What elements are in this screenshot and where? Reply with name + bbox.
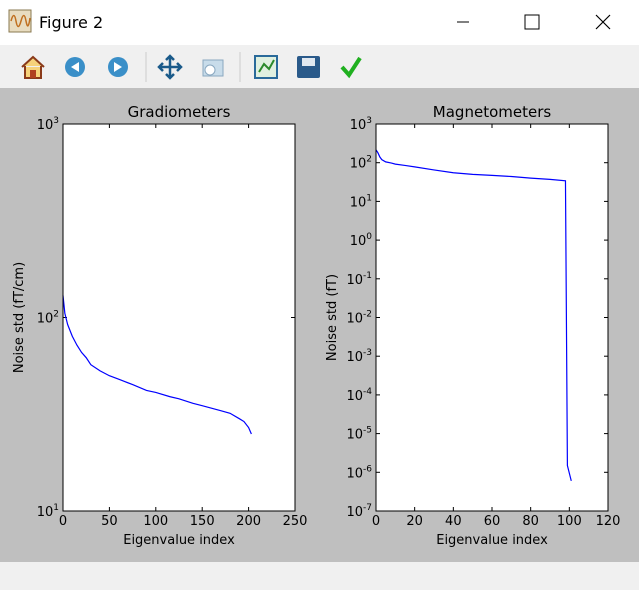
- x-tick-label: 60: [484, 514, 501, 529]
- save-label: [302, 58, 315, 66]
- y-tick-base: 10: [346, 389, 363, 404]
- x-tick-label: 200: [236, 514, 261, 529]
- x-tick-label: 0: [372, 514, 380, 529]
- home-button[interactable]: [21, 55, 45, 79]
- y-tick-exponent: 3: [366, 116, 372, 126]
- x-tick-label: 80: [522, 514, 539, 529]
- y-tick-base: 10: [346, 466, 363, 481]
- x-tick-label: 0: [59, 514, 67, 529]
- y-tick-label: 10-6: [346, 464, 372, 481]
- y-tick-base: 10: [346, 350, 363, 365]
- y-tick-label: 10-7: [346, 503, 372, 520]
- y-tick-exponent: 2: [53, 310, 59, 320]
- y-tick-label: 103: [37, 116, 59, 133]
- subplot: 0 20 40 60 80 100 12010-710-610-510-410-310-21…: [325, 103, 620, 548]
- y-axis-label: Noise std (fT/cm): [12, 262, 27, 373]
- y-tick-base: 10: [346, 273, 363, 288]
- x-tick-label: 250: [283, 514, 308, 529]
- y-tick-label: 10-1: [346, 271, 372, 288]
- y-tick-exponent: 2: [366, 155, 372, 165]
- configure-icon: [258, 59, 275, 73]
- maximize-button[interactable]: [524, 14, 540, 30]
- y-tick-label: 101: [37, 503, 59, 520]
- y-tick-label: 10-4: [346, 387, 372, 404]
- pan-button[interactable]: [157, 54, 183, 80]
- y-tick-exponent: 1: [53, 503, 59, 513]
- y-tick-base: 10: [37, 312, 54, 327]
- y-tick-exponent: 1: [366, 193, 372, 203]
- x-tick-label: 100: [557, 514, 582, 529]
- y-tick-exponent: 0: [366, 232, 372, 242]
- y-tick-base: 10: [346, 505, 363, 520]
- x-tick-label: 20: [406, 514, 423, 529]
- chart-title: Gradiometers: [128, 103, 231, 121]
- y-tick-exponent: 3: [53, 116, 59, 126]
- app-icon: [8, 9, 32, 33]
- y-tick-exponent: -6: [363, 464, 372, 474]
- plot-area: [376, 124, 608, 511]
- plot-frame: [375, 123, 609, 512]
- y-tick-label: 10-2: [346, 310, 372, 327]
- y-tick-label: 103: [350, 116, 372, 133]
- x-tick-label: 40: [445, 514, 462, 529]
- y-tick-base: 10: [350, 234, 367, 249]
- y-tick-base: 10: [346, 428, 363, 443]
- zoom-lens: [204, 64, 216, 76]
- x-tick-label: 120: [596, 514, 621, 529]
- x-tick-label: 50: [101, 514, 118, 529]
- y-tick-base: 10: [37, 505, 54, 520]
- forward-arrow: [114, 62, 122, 72]
- y-tick-exponent: -7: [363, 503, 372, 513]
- y-tick-label: 10-5: [346, 426, 372, 443]
- data-line: [375, 149, 572, 482]
- x-tick-label: 100: [143, 514, 168, 529]
- y-tick-label: 101: [350, 193, 372, 210]
- home-door: [30, 70, 36, 78]
- close-button[interactable]: [595, 14, 611, 30]
- y-tick-base: 10: [37, 118, 54, 133]
- y-tick-label: 102: [350, 155, 372, 172]
- y-tick-exponent: -4: [363, 387, 372, 397]
- y-tick-base: 10: [350, 118, 367, 133]
- y-tick-base: 10: [346, 312, 363, 327]
- title-bar: [0, 0, 639, 45]
- y-tick-label: 102: [37, 310, 59, 327]
- y-tick-exponent: -1: [363, 271, 372, 281]
- y-tick-exponent: -5: [363, 426, 372, 436]
- subplots-button[interactable]: [340, 56, 362, 79]
- y-tick-base: 10: [350, 157, 367, 172]
- data-line: [62, 295, 252, 435]
- x-axis-label: Eigenvalue index: [436, 533, 548, 548]
- chart-title: Magnetometers: [433, 103, 552, 121]
- back-arrow: [71, 62, 79, 72]
- y-tick-label: 100: [350, 232, 373, 249]
- plot-frame: [62, 123, 296, 512]
- y-tick-exponent: -3: [363, 348, 372, 358]
- app-icon-wave: [10, 14, 31, 28]
- y-tick-label: 10-3: [346, 348, 372, 365]
- plot-area: [63, 124, 295, 511]
- x-axis-label: Eigenvalue index: [123, 533, 235, 548]
- x-tick-label: 150: [190, 514, 215, 529]
- y-tick-base: 10: [350, 195, 367, 210]
- status-bar: [0, 562, 639, 590]
- window-title: Figure 2: [39, 13, 103, 32]
- y-tick-exponent: -2: [363, 310, 372, 320]
- y-axis-label: Noise std (fT): [325, 274, 340, 361]
